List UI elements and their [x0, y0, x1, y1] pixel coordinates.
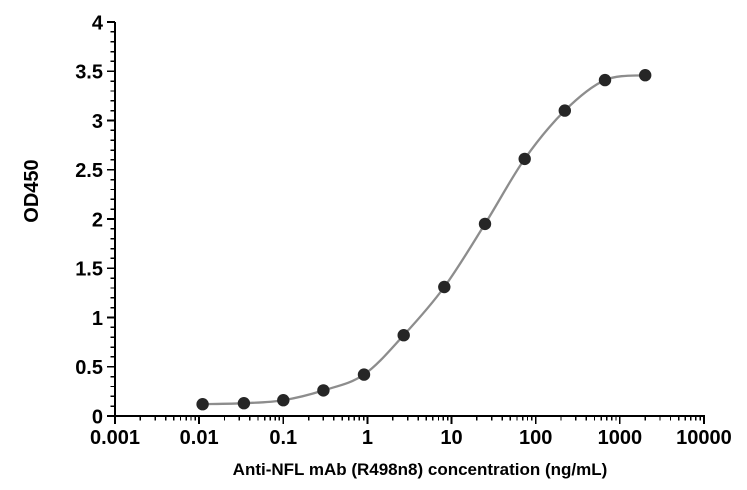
y-tick-label: 0.5	[75, 357, 103, 379]
data-point	[277, 394, 290, 407]
x-axis-title: Anti-NFL mAb (R498n8) concentration (ng/…	[233, 460, 608, 479]
y-tick-label: 3	[92, 111, 103, 133]
y-tick-label: 1	[92, 308, 103, 330]
x-tick-label: 10	[440, 427, 462, 449]
data-point	[598, 73, 612, 87]
y-tick-label: 1.5	[75, 259, 103, 281]
y-tick-label: 2	[92, 209, 103, 231]
data-point	[558, 104, 571, 117]
x-tick-label: 1	[362, 427, 373, 449]
x-tick-label: 1000	[598, 427, 643, 449]
data-point	[237, 397, 251, 410]
fit-curve	[201, 74, 647, 406]
x-tick-label: 0.1	[269, 427, 297, 449]
data-point	[317, 384, 330, 397]
y-tick-label: 2.5	[75, 160, 103, 182]
y-axis-title: OD450	[21, 159, 43, 222]
data-point	[478, 217, 492, 231]
x-tick-label: 100	[519, 427, 552, 449]
y-tick-label: 3.5	[75, 62, 103, 84]
x-tick-label: 10000	[676, 427, 732, 449]
data-point	[518, 152, 531, 166]
data-point	[438, 280, 451, 294]
data-point	[357, 368, 371, 381]
y-tick-label: 4	[92, 12, 104, 34]
data-point	[397, 329, 410, 342]
x-tick-label: 0.01	[180, 427, 219, 449]
data-point	[196, 398, 209, 411]
x-tick-label: 0.001	[90, 427, 140, 449]
y-tick-label: 0	[92, 406, 103, 428]
data-point	[639, 69, 652, 82]
